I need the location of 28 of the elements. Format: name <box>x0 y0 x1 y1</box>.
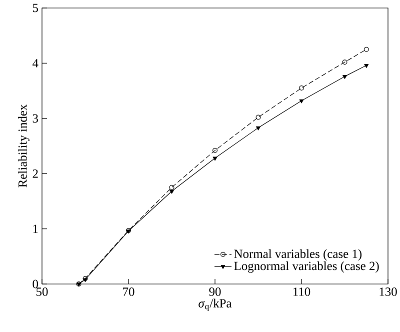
point <box>212 148 218 153</box>
y-tick-label: 3 <box>32 114 38 123</box>
point <box>82 276 88 281</box>
point <box>364 46 369 52</box>
point <box>342 60 348 65</box>
point <box>169 184 174 190</box>
point <box>299 86 304 91</box>
y-tick-label: 5 <box>32 4 38 12</box>
y-tick-label: 0 <box>32 280 38 288</box>
legend-label: Lognormal variables (case 2) <box>234 261 379 273</box>
legend-label: Normal variables (case 1) <box>234 249 362 261</box>
y-axis-title: Reliability index <box>18 104 30 188</box>
x-tick-label: 90 <box>209 288 221 296</box>
point <box>256 126 260 130</box>
x-tick-label: 50 <box>36 288 48 296</box>
y-tick-label: 2 <box>32 169 38 178</box>
point <box>364 64 369 68</box>
x-tick-label: 70 <box>123 288 134 296</box>
y-tick-label: 4 <box>32 59 38 68</box>
x-axis-title: σ$_{q}$/kPa <box>198 298 232 312</box>
point <box>170 190 174 194</box>
point <box>212 156 218 161</box>
point <box>342 75 347 79</box>
point <box>256 114 261 120</box>
x-tick-label: 110 <box>293 288 310 296</box>
x-tick-label: 130 <box>380 288 397 296</box>
point <box>299 99 304 104</box>
y-tick-label: 1 <box>33 224 38 233</box>
